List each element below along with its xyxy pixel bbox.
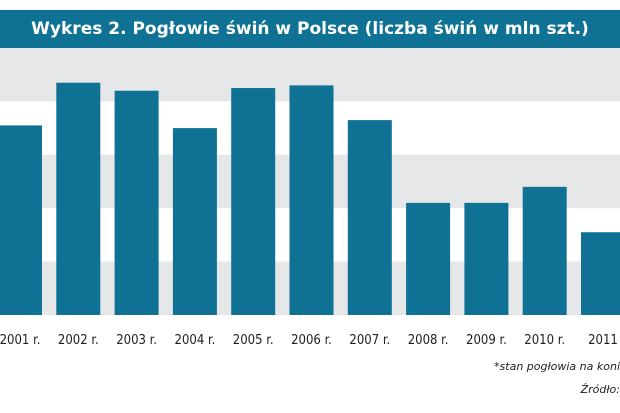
bar-chart: 2001 r. 2002 r. 2003 r. 2004 r. 2005 r. 2006 … [0,48,620,348]
chart-area: 2001 r. 2002 r. 2003 r. 2004 r. 2005 r. 2006 … [0,48,620,368]
bar-2010r [522,186,567,315]
x-tick-label: 2009 r. [466,333,507,348]
bar-2011 [581,232,620,315]
x-tick-label: 2001 r. [0,333,40,348]
bar-2007r [347,120,392,315]
bar-2001r [0,125,42,316]
bar-2002r [56,82,101,316]
bar-2006r [289,85,334,315]
bar-2008r [406,202,451,315]
bar-2005r [231,88,276,315]
chart-title: Wykres 2. Pogłowie świń w Polsce (liczba… [0,10,620,48]
bar-2003r [114,90,159,315]
x-tick-label: 2008 r. [408,333,449,348]
footnote: *stan pogłowia na koni [494,360,620,373]
bar-2009r [464,202,509,315]
source-note: Źródło: [580,383,620,396]
bar-2004r [172,128,217,315]
x-tick-label: 2006 r. [291,333,332,348]
x-tick-label: 2002 r. [58,333,99,348]
x-tick-label: 2004 r. [175,333,216,348]
x-tick-label: 2005 r. [233,333,274,348]
x-tick-label: 2011 [588,333,618,348]
x-tick-label: 2007 r. [349,333,390,348]
x-tick-label: 2010 r. [524,333,565,348]
x-tick-label: 2003 r. [116,333,157,348]
